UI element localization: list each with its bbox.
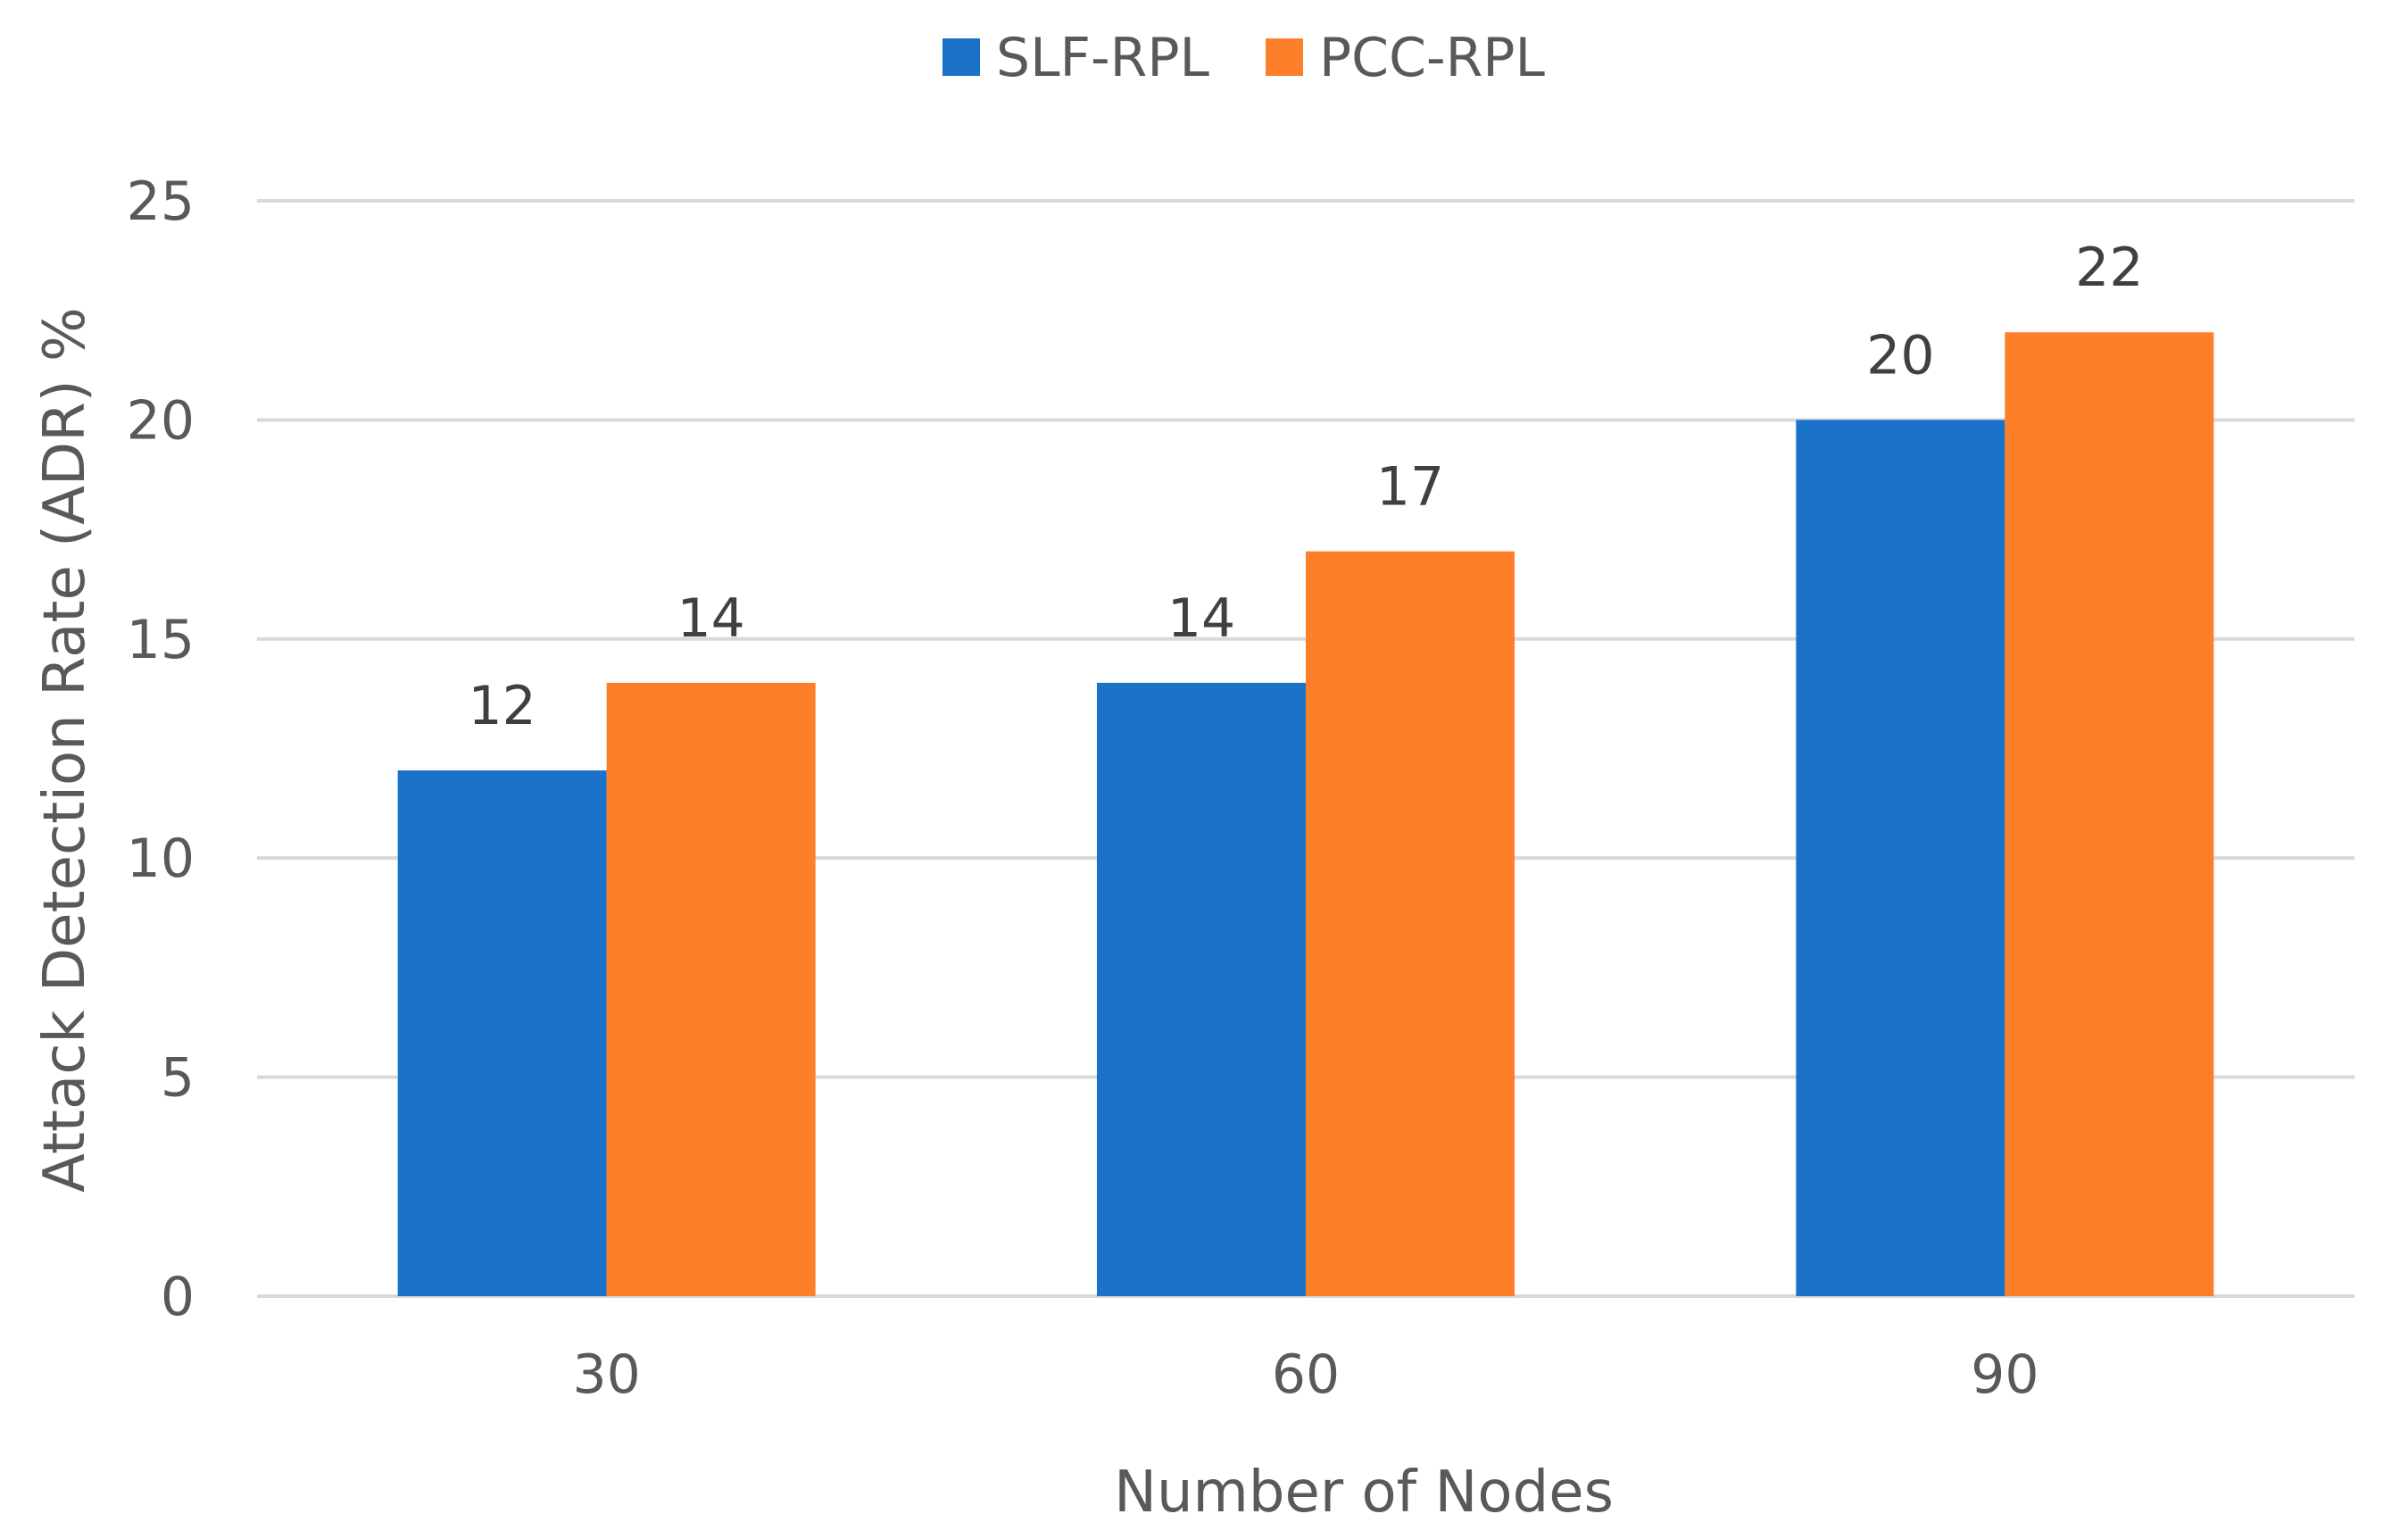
x-tick-label: 90 — [1971, 1344, 2038, 1406]
legend-swatch-slf-rpl — [942, 38, 980, 76]
x-axis-tick-labels: 30 60 90 — [572, 1344, 2038, 1406]
y-tick-label: 15 — [127, 609, 195, 671]
data-label: 12 — [468, 675, 536, 737]
legend-label: PCC-RPL — [1319, 27, 1545, 89]
x-axis-title: Number of Nodes — [1114, 1460, 1614, 1526]
data-label: 17 — [1376, 456, 1444, 519]
x-tick-label: 60 — [1272, 1344, 1340, 1406]
data-label: 22 — [2075, 237, 2143, 299]
y-axis-title: Attack Detection Rate (ADR) % — [32, 307, 98, 1193]
y-tick-label: 20 — [127, 389, 195, 452]
data-label: 14 — [1167, 587, 1235, 650]
y-tick-label: 10 — [127, 828, 195, 890]
legend-swatch-pcc-rpl — [1266, 38, 1303, 76]
bar-slf-rpl-60 — [1097, 682, 1306, 1296]
data-label: 20 — [1866, 324, 1934, 387]
bars — [397, 332, 2214, 1296]
bar-slf-rpl-30 — [397, 770, 607, 1296]
y-tick-label: 25 — [127, 171, 195, 233]
bar-pcc-rpl-60 — [1306, 551, 1515, 1296]
legend-label: SLF-RPL — [996, 27, 1210, 89]
legend: SLF-RPL PCC-RPL — [942, 27, 1545, 89]
bar-pcc-rpl-90 — [2005, 332, 2214, 1296]
data-label: 14 — [677, 587, 744, 650]
bar-slf-rpl-90 — [1796, 420, 2005, 1296]
y-tick-label: 5 — [161, 1047, 195, 1110]
x-tick-label: 30 — [572, 1344, 640, 1406]
y-axis-tick-labels: 0 5 10 15 20 25 — [127, 171, 195, 1328]
y-tick-label: 0 — [161, 1266, 195, 1328]
data-labels: 12 14 14 17 20 22 — [468, 237, 2143, 737]
bar-pcc-rpl-30 — [606, 682, 816, 1296]
